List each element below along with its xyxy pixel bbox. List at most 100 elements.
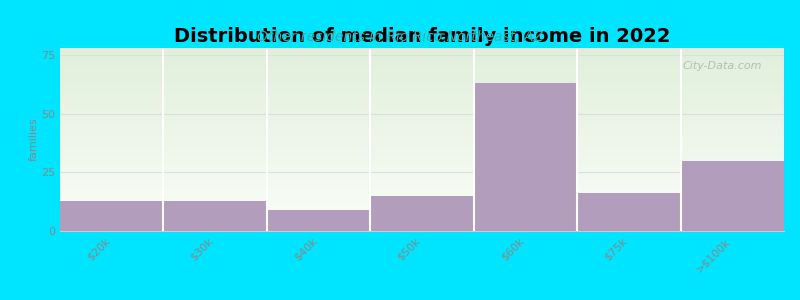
Bar bbox=[60, 157, 784, 158]
Bar bbox=[60, 180, 784, 181]
Bar bbox=[60, 166, 784, 167]
Bar bbox=[60, 48, 784, 49]
Bar bbox=[60, 89, 784, 90]
Bar bbox=[60, 190, 784, 191]
Bar bbox=[60, 71, 784, 72]
Bar bbox=[60, 165, 784, 166]
Bar bbox=[60, 86, 784, 87]
Text: Other residents in Rio Rico Northeast, AZ: Other residents in Rio Rico Northeast, A… bbox=[257, 30, 543, 44]
Bar bbox=[577, 194, 681, 231]
Bar bbox=[60, 191, 784, 192]
Bar bbox=[60, 88, 784, 89]
Bar bbox=[60, 110, 784, 111]
Bar bbox=[60, 84, 784, 85]
Bar bbox=[60, 197, 784, 198]
Bar bbox=[60, 117, 784, 118]
Bar bbox=[60, 75, 784, 76]
Bar bbox=[60, 61, 784, 62]
Bar bbox=[60, 106, 784, 107]
Bar bbox=[60, 181, 784, 182]
Bar bbox=[60, 162, 784, 163]
Bar bbox=[60, 52, 784, 53]
Bar bbox=[60, 174, 784, 175]
Bar bbox=[60, 169, 784, 170]
Bar bbox=[60, 105, 784, 106]
Bar bbox=[60, 57, 784, 58]
Bar bbox=[60, 51, 784, 52]
Bar bbox=[60, 201, 784, 202]
Bar bbox=[60, 91, 784, 92]
Bar bbox=[60, 218, 784, 219]
Bar bbox=[60, 93, 784, 94]
Bar bbox=[60, 118, 784, 119]
Bar bbox=[60, 149, 784, 150]
Bar bbox=[60, 178, 784, 179]
Bar bbox=[60, 199, 784, 200]
Bar bbox=[60, 206, 784, 207]
Bar bbox=[60, 127, 784, 128]
Bar bbox=[60, 124, 784, 125]
Bar bbox=[60, 143, 784, 144]
Bar bbox=[60, 141, 784, 142]
Bar bbox=[60, 145, 784, 146]
Bar bbox=[60, 112, 784, 113]
Bar bbox=[60, 216, 784, 217]
Bar bbox=[60, 99, 784, 100]
Bar bbox=[60, 205, 784, 206]
Bar bbox=[60, 189, 784, 190]
Text: City-Data.com: City-Data.com bbox=[682, 61, 762, 71]
Bar bbox=[60, 95, 784, 96]
Bar bbox=[60, 225, 784, 226]
Bar bbox=[60, 200, 163, 231]
Bar bbox=[60, 64, 784, 65]
Bar bbox=[60, 146, 784, 147]
Bar bbox=[60, 123, 784, 124]
Bar bbox=[60, 138, 784, 139]
Bar bbox=[60, 227, 784, 228]
Bar bbox=[60, 200, 784, 201]
Bar bbox=[681, 160, 784, 231]
Bar bbox=[60, 120, 784, 121]
Bar bbox=[60, 217, 784, 218]
Bar bbox=[60, 56, 784, 57]
Bar bbox=[60, 67, 784, 68]
Bar bbox=[60, 80, 784, 81]
Bar bbox=[370, 196, 474, 231]
Bar bbox=[60, 53, 784, 54]
Bar bbox=[60, 142, 784, 143]
Bar bbox=[60, 85, 784, 86]
Bar bbox=[60, 150, 784, 151]
Bar bbox=[60, 192, 784, 193]
Bar bbox=[60, 100, 784, 101]
Bar bbox=[60, 62, 784, 63]
Bar bbox=[60, 147, 784, 148]
Bar bbox=[60, 59, 784, 60]
Bar bbox=[60, 210, 784, 211]
Bar bbox=[60, 172, 784, 173]
Bar bbox=[60, 213, 784, 214]
Bar bbox=[60, 179, 784, 180]
Bar bbox=[60, 76, 784, 77]
Bar bbox=[60, 90, 784, 91]
Bar bbox=[163, 200, 267, 231]
Bar bbox=[60, 173, 784, 174]
Bar bbox=[60, 195, 784, 196]
Bar bbox=[60, 65, 784, 66]
Bar bbox=[60, 115, 784, 116]
Bar bbox=[60, 163, 784, 164]
Bar bbox=[60, 83, 784, 84]
Bar bbox=[60, 114, 784, 115]
Bar bbox=[60, 170, 784, 171]
Bar bbox=[60, 226, 784, 227]
Bar bbox=[60, 198, 784, 199]
Bar bbox=[60, 70, 784, 71]
Bar bbox=[60, 161, 784, 162]
Bar bbox=[60, 130, 784, 131]
Bar bbox=[60, 137, 784, 138]
Bar bbox=[60, 60, 784, 61]
Bar bbox=[60, 215, 784, 216]
Bar bbox=[60, 168, 784, 169]
Bar bbox=[60, 96, 784, 97]
Bar bbox=[60, 101, 784, 102]
Bar bbox=[60, 63, 784, 64]
